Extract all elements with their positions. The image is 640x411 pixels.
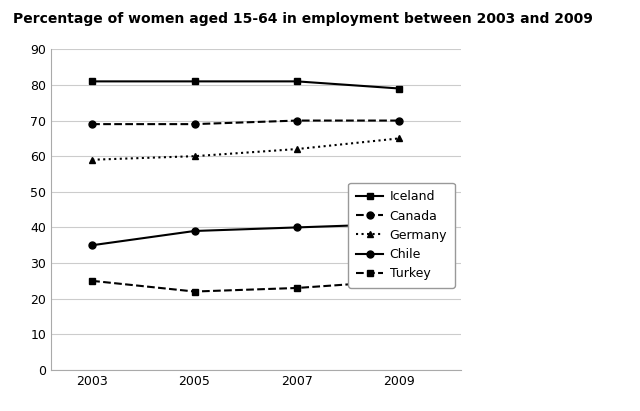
- Line: Iceland: Iceland: [89, 78, 403, 92]
- Legend: Iceland, Canada, Germany, Chile, Turkey: Iceland, Canada, Germany, Chile, Turkey: [348, 183, 454, 288]
- Canada: [88, 122, 96, 127]
- Chile: [293, 225, 301, 230]
- Turkey: [191, 289, 198, 294]
- Text: Percentage of women aged 15-64 in employment between 2003 and 2009: Percentage of women aged 15-64 in employ…: [13, 12, 593, 26]
- Turkey: [396, 278, 403, 283]
- Iceland: [191, 79, 198, 84]
- Canada: [191, 122, 198, 127]
- Line: Turkey: Turkey: [89, 277, 403, 295]
- Chile: [396, 222, 403, 226]
- Iceland: [293, 79, 301, 84]
- Chile: [191, 229, 198, 233]
- Turkey: [88, 278, 96, 283]
- Germany: [293, 147, 301, 152]
- Germany: [396, 136, 403, 141]
- Chile: [88, 243, 96, 248]
- Line: Germany: Germany: [89, 135, 403, 163]
- Canada: [396, 118, 403, 123]
- Turkey: [293, 286, 301, 291]
- Iceland: [88, 79, 96, 84]
- Line: Chile: Chile: [89, 220, 403, 249]
- Germany: [88, 157, 96, 162]
- Canada: [293, 118, 301, 123]
- Germany: [191, 154, 198, 159]
- Iceland: [396, 86, 403, 91]
- Line: Canada: Canada: [89, 117, 403, 127]
